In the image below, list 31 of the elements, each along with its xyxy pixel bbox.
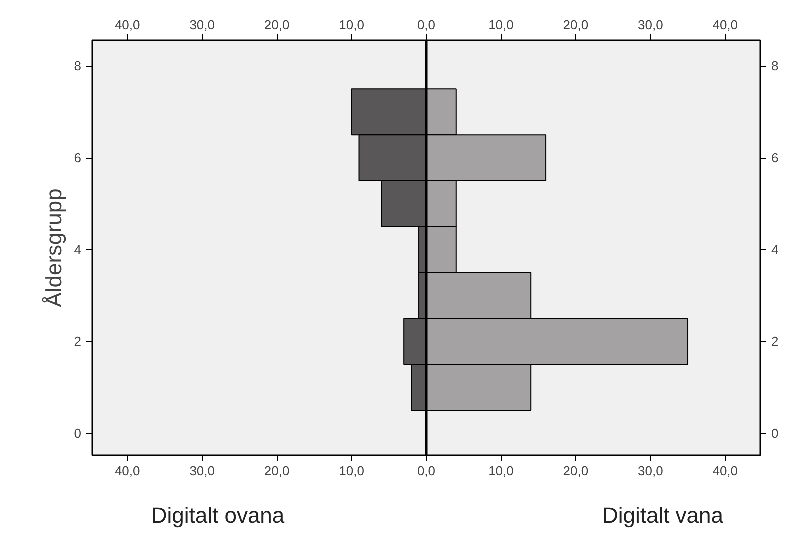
x2-tick-label: 0,0 <box>417 18 436 32</box>
y2-tick-label: 6 <box>772 150 779 166</box>
x2-tick-label: 20,0 <box>264 18 290 32</box>
x-tick-label: 30,0 <box>638 464 664 478</box>
x2-tick-label: 20,0 <box>563 18 589 32</box>
x2-tick-label: 30,0 <box>190 18 215 32</box>
x-tick-label: 20,0 <box>264 464 290 478</box>
y2-tick-label: 0 <box>772 426 779 441</box>
x-tick-label: 20,0 <box>563 464 589 478</box>
x-tick-label: 30,0 <box>190 464 215 478</box>
y-tick-label: 0 <box>74 426 82 441</box>
y2-tick-label: 2 <box>772 334 779 350</box>
x-tick-label: 10,0 <box>339 464 364 478</box>
y-tick-label: 8 <box>74 58 82 74</box>
x-tick-label: 40,0 <box>712 464 738 478</box>
y2-tick-label: 4 <box>772 242 779 258</box>
x-tick-label: 0,0 <box>417 464 436 478</box>
y-tick-label: 2 <box>74 334 82 350</box>
x2-tick-label: 40,0 <box>712 18 738 32</box>
x-tick-label: 40,0 <box>114 464 140 478</box>
x2-tick-label: 30,0 <box>638 18 664 32</box>
x2-tick-label: 40,0 <box>114 18 140 32</box>
y-axis-title: Åldersgrupp <box>41 188 66 308</box>
y2-tick-label: 8 <box>772 58 779 74</box>
text: Digitalt ovana <box>151 502 285 530</box>
y-tick-label: 6 <box>74 150 82 166</box>
y-tick-label: 4 <box>74 242 82 258</box>
x2-tick-label: 10,0 <box>488 18 514 32</box>
x-tick-label: 10,0 <box>488 464 514 478</box>
text: Digitalt vana <box>602 502 724 530</box>
x2-tick-label: 10,0 <box>339 18 364 32</box>
